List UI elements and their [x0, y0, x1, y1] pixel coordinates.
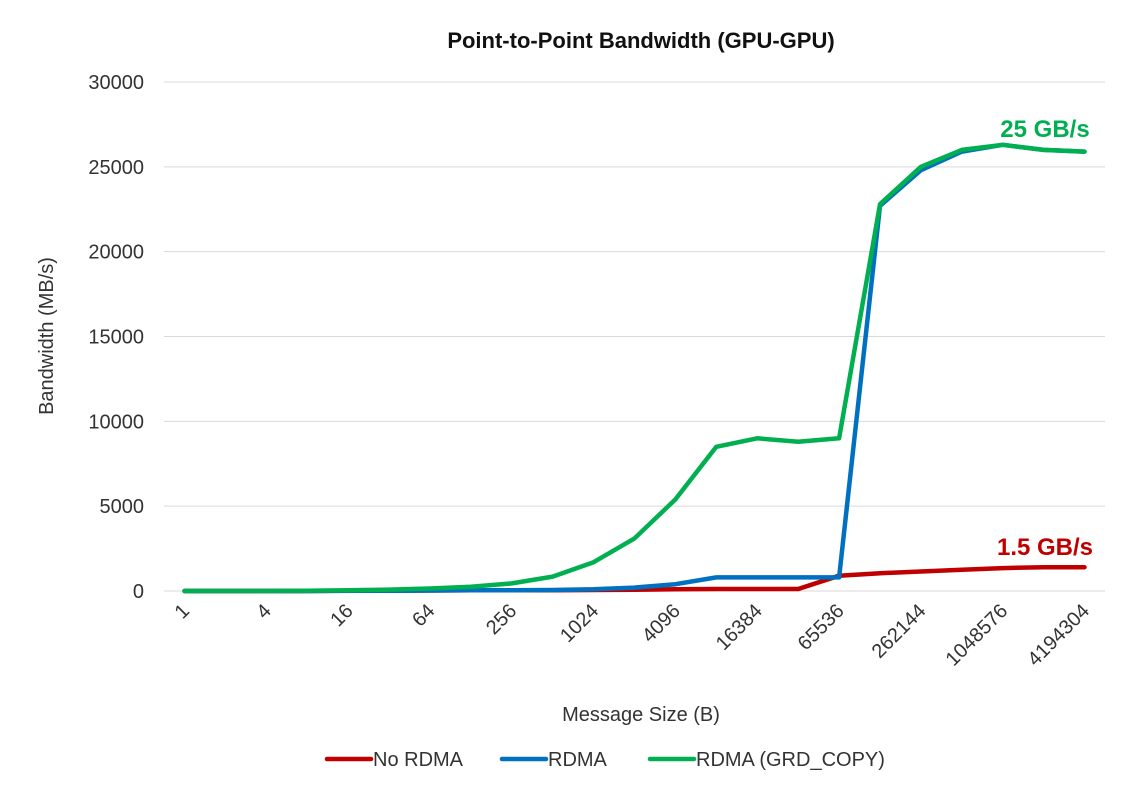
x-axis-label: Message Size (B)	[562, 704, 720, 726]
series-lines	[182, 142, 1087, 594]
y-tick-label: 25000	[88, 157, 144, 179]
x-tick-label: 1024	[556, 600, 603, 647]
y-tick-label: 15000	[88, 327, 144, 349]
y-tick-label: 30000	[88, 72, 144, 94]
x-tick-label: 262144	[868, 600, 931, 663]
x-tick-label: 65536	[794, 600, 849, 655]
y-tick-label: 5000	[100, 496, 145, 518]
x-tick-label: 4	[252, 600, 275, 623]
x-tick-label: 16	[326, 600, 357, 631]
annotation-1-5gbs: 1.5 GB/s	[997, 534, 1093, 561]
x-tick-label: 4096	[638, 600, 685, 647]
legend-label: RDMA	[548, 749, 608, 771]
y-axis-ticks: 0 5000 10000 15000 20000 25000 30000	[88, 72, 144, 603]
legend-label: RDMA (GRD_COPY)	[696, 749, 885, 771]
x-tick-label: 1	[171, 600, 194, 623]
y-tick-label: 20000	[88, 242, 144, 264]
x-tick-label: 64	[408, 600, 439, 631]
x-tick-label: 4194304	[1023, 600, 1094, 671]
y-tick-label: 0	[133, 581, 144, 603]
x-tick-label: 16384	[712, 600, 767, 655]
x-tick-label: 1048576	[942, 600, 1013, 671]
chart-title: Point-to-Point Bandwidth (GPU-GPU)	[447, 28, 834, 53]
legend: No RDMA RDMA RDMA (GRD_COPY)	[324, 749, 885, 771]
y-axis-label: Bandwidth (MB/s)	[36, 257, 58, 415]
gridlines	[164, 81, 1105, 592]
x-axis-ticks: 1 4 16 64 256 1024 4096 16384 65536 262144 1048576…	[171, 600, 1095, 671]
series-line-rdma-grd-copy	[182, 142, 1087, 594]
y-tick-label: 10000	[88, 411, 144, 433]
legend-label: No RDMA	[373, 749, 464, 771]
x-tick-label: 256	[482, 600, 521, 639]
series-line-rdma	[182, 142, 1087, 594]
annotation-25gbs: 25 GB/s	[1000, 116, 1089, 143]
